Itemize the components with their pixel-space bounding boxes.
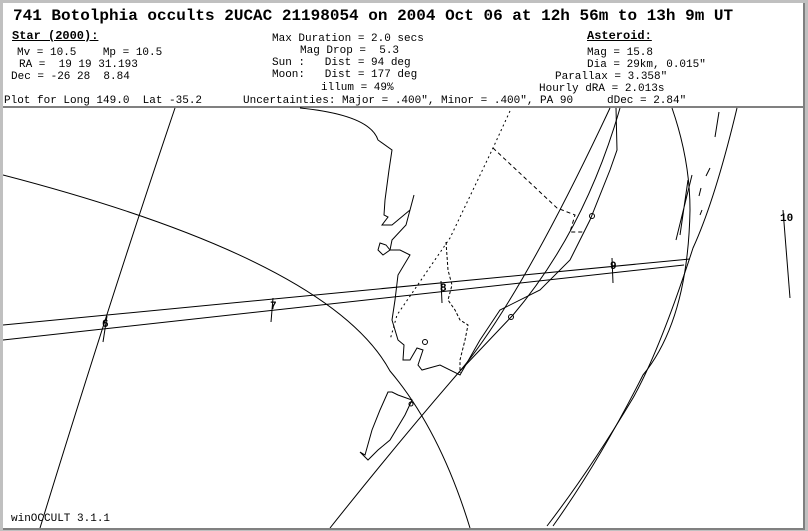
footer-version: winOCCULT 3.1.1: [11, 513, 111, 525]
right-boundary-curve-b: [546, 107, 738, 527]
time-label-9: 9: [610, 261, 617, 273]
shadow-path-edge-south: [3, 264, 685, 341]
asteroid-hourly-dra: Hourly dRA = 2.013s: [539, 83, 665, 95]
asteroid-parallax: Parallax = 3.358": [555, 71, 668, 83]
lake-outline: [377, 242, 391, 256]
time-label-6: 6: [102, 319, 109, 331]
plot-location: Plot for Long 149.0 Lat -35.2: [4, 95, 203, 107]
path-limit-line-south: [329, 107, 611, 528]
sun-distance: Sun : Dist = 94 deg: [272, 57, 411, 69]
star-magnitudes: Mv = 10.5 Mp = 10.5: [17, 47, 163, 59]
tasmania-coast: [359, 391, 413, 461]
asteroid-mag: Mag = 15.8: [587, 47, 654, 59]
map-canvas: [3, 106, 803, 528]
star-ra: RA = 19 19 31.193: [19, 59, 138, 71]
time-mark-8: [440, 280, 443, 304]
path-limit-line-north: [459, 107, 621, 372]
coastline: [299, 107, 618, 376]
event-title: 741 Botolphia occults 2UCAC 21198054 on …: [13, 7, 734, 25]
moon-distance: Moon: Dist = 177 deg: [272, 69, 418, 81]
coastline-peninsula: [445, 241, 469, 373]
time-mark-9: [611, 257, 614, 284]
asteroid-diameter: Dia = 29km, 0.015": [587, 59, 706, 71]
time-mark-10: [782, 209, 791, 299]
longitude-line-left: [39, 107, 176, 528]
state-border-dashed: [492, 147, 585, 233]
mag-drop: Mag Drop = 5.3: [300, 45, 400, 57]
state-border-dotted: [389, 110, 511, 341]
right-boundary-curve-a: [552, 107, 691, 527]
time-mark-7: [270, 297, 274, 323]
asteroid-heading: Asteroid:: [587, 29, 652, 43]
time-label-8: 8: [440, 283, 447, 295]
marker-circles: [408, 213, 595, 407]
shadow-path-edge-north: [3, 258, 691, 326]
time-label-7: 7: [270, 301, 277, 313]
star-heading: Star (2000):: [12, 29, 99, 43]
asteroid-hourly-ddec: dDec = 2.84": [607, 95, 687, 107]
nz-coast-fragments: [675, 111, 720, 241]
star-dec: Dec = -26 28 8.84: [11, 71, 130, 83]
time-mark-6: [102, 315, 108, 343]
time-label-10: 10: [780, 213, 794, 225]
earth-limb-curve: [3, 174, 471, 528]
uncertainties: Uncertainties: Major = .400", Minor = .4…: [243, 95, 574, 107]
occultation-plot: 741 Botolphia occults 2UCAC 21198054 on …: [3, 3, 805, 530]
moon-illumination: illum = 49%: [321, 82, 394, 94]
max-duration: Max Duration = 2.0 secs: [272, 33, 424, 45]
